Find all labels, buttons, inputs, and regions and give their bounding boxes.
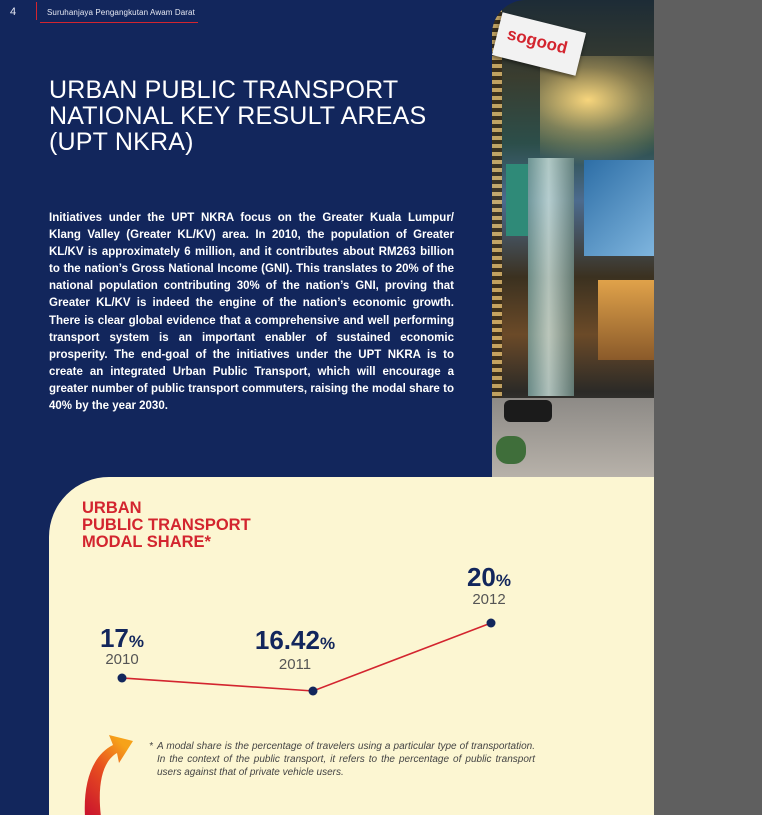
modal-share-line-chart: 17%2010 16.42%2011 20%2012 <box>100 562 511 696</box>
chart-title-line-1: URBAN <box>82 499 142 517</box>
year-label-2010: 2010 <box>105 651 138 668</box>
intro-paragraph: Initiatives under the UPT NKRA focus on … <box>49 212 454 413</box>
footnote-asterisk: * <box>149 741 153 752</box>
data-point-2011 <box>308 686 318 696</box>
footnote: * A modal share is the percentage of tra… <box>149 740 535 779</box>
year-label-2011: 2011 <box>279 656 311 673</box>
title-line-3: (UPT NKRA) <box>49 128 194 156</box>
page-number: 4 <box>10 6 17 18</box>
chart-title-line-3: MODAL SHARE* <box>82 533 211 551</box>
year-label-2012: 2012 <box>472 591 505 608</box>
chart-title: URBAN PUBLIC TRANSPORT MODAL SHARE* <box>82 500 251 551</box>
curved-arrow-icon <box>84 735 133 815</box>
store-sign-text: sogood <box>505 24 570 58</box>
store-sign: sogood <box>492 12 587 76</box>
data-point-2012 <box>486 618 496 628</box>
running-title: Suruhanjaya Pengangkutan Awam Darat <box>47 8 195 17</box>
title-line-1: URBAN PUBLIC TRANSPORT <box>49 76 399 104</box>
data-label-2010: 17% <box>100 623 144 653</box>
footnote-text: A modal share is the percentage of trave… <box>157 741 535 778</box>
data-label-2011: 16.42% <box>255 625 335 655</box>
page-title: URBAN PUBLIC TRANSPORT NATIONAL KEY RESU… <box>49 77 426 155</box>
header-divider <box>36 2 37 20</box>
header-underline <box>40 22 198 23</box>
modal-share-panel: URBAN PUBLIC TRANSPORT MODAL SHARE* 17% 2… <box>49 477 654 815</box>
title-line-2: NATIONAL KEY RESULT AREAS <box>49 102 427 130</box>
data-label-2012: 20% <box>467 562 511 592</box>
street-photo: sogood <box>492 0 654 478</box>
data-point-2010 <box>117 673 127 683</box>
page-margin <box>654 0 762 815</box>
chart-title-line-2: PUBLIC TRANSPORT <box>82 516 251 534</box>
document-page: 4 Suruhanjaya Pengangkutan Awam Darat UR… <box>0 0 654 815</box>
